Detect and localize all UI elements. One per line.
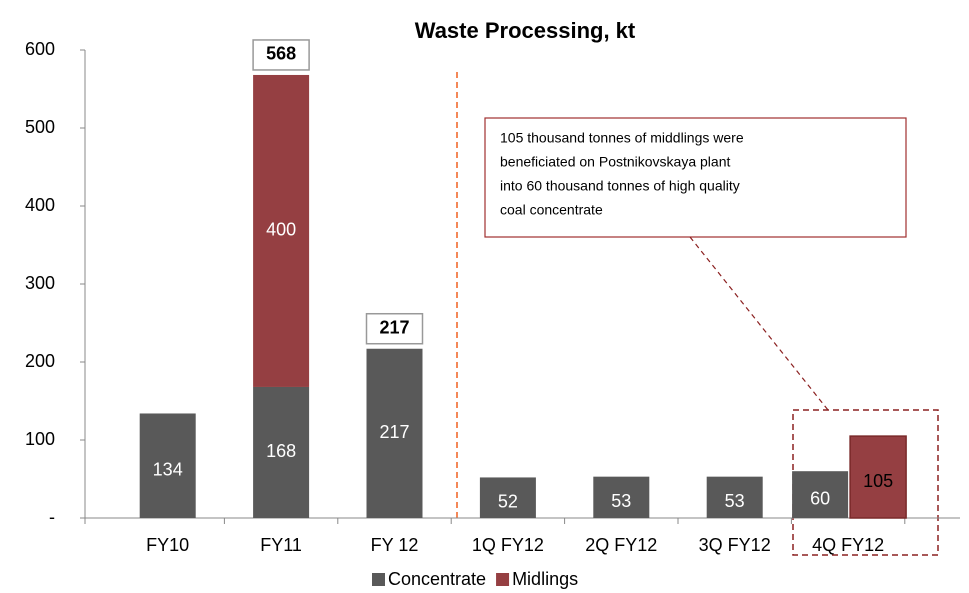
- bar: [593, 476, 650, 518]
- x-tick-label: FY11: [260, 535, 302, 555]
- y-tick-label: 300: [25, 273, 55, 293]
- legend-label: Midlings: [512, 569, 578, 589]
- value-label: 53: [611, 491, 631, 511]
- x-tick-label: FY 12: [371, 535, 419, 555]
- y-tick-label: 400: [25, 195, 55, 215]
- chart-title: Waste Processing, kt: [415, 18, 636, 43]
- bar: [139, 413, 196, 518]
- bar: [706, 476, 763, 518]
- value-label: 217: [379, 422, 409, 442]
- highlight-box: [792, 409, 939, 556]
- legend-label: Concentrate: [388, 569, 486, 589]
- value-label: 53: [725, 491, 745, 511]
- total-label: 217: [379, 317, 409, 337]
- y-tick-label: 100: [25, 429, 55, 449]
- value-label: 60: [810, 488, 830, 508]
- annotation-text: beneficiated on Postnikovskaya plant: [500, 154, 730, 170]
- bar: [479, 477, 536, 518]
- bar: [253, 74, 310, 387]
- value-label: 400: [266, 220, 296, 240]
- y-tick-label: 200: [25, 351, 55, 371]
- annotation-text: into 60 thousand tonnes of high quality: [500, 178, 740, 194]
- bar: [253, 386, 310, 518]
- y-tick-label: -: [49, 507, 55, 527]
- annotation-text: 105 thousand tonnes of middlings were: [500, 130, 744, 146]
- legend-swatch: [372, 573, 385, 586]
- bar: [849, 435, 907, 519]
- value-label: 105: [863, 471, 893, 491]
- annotation-box: [484, 117, 907, 238]
- annotation-connector: [689, 236, 829, 411]
- y-tick-label: 500: [25, 117, 55, 137]
- legend-swatch: [496, 573, 510, 586]
- bar: [792, 471, 849, 518]
- value-label: 134: [153, 459, 183, 479]
- total-box: [365, 312, 424, 345]
- annotation-text: coal concentrate: [500, 202, 603, 218]
- x-tick-label: 2Q FY12: [585, 535, 657, 555]
- y-tick-label: 600: [25, 39, 55, 59]
- x-tick-label: FY10: [146, 535, 189, 555]
- value-label: 52: [498, 491, 518, 511]
- value-label: 168: [266, 441, 296, 461]
- total-box: [252, 39, 310, 71]
- total-label: 568: [266, 44, 296, 64]
- x-tick-label: 1Q FY12: [472, 535, 544, 555]
- bar: [366, 348, 423, 518]
- x-tick-label: 3Q FY12: [699, 535, 771, 555]
- x-tick-label: 4Q FY12: [812, 535, 884, 555]
